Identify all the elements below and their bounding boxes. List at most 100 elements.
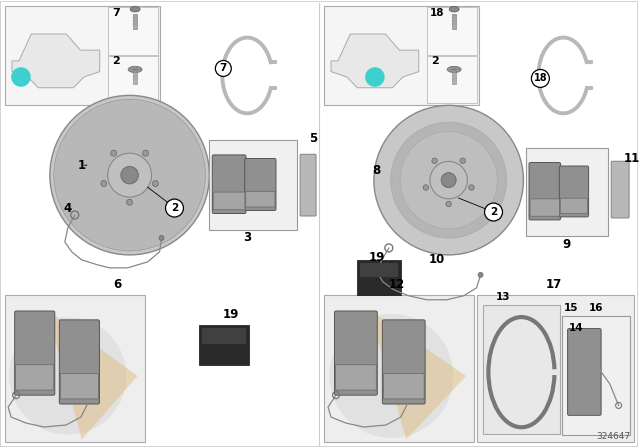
- Ellipse shape: [460, 158, 465, 164]
- Bar: [133, 14, 137, 29]
- Ellipse shape: [449, 7, 459, 12]
- Bar: [477, 295, 634, 442]
- FancyBboxPatch shape: [60, 374, 99, 399]
- Text: 18: 18: [429, 8, 444, 17]
- FancyBboxPatch shape: [60, 320, 99, 404]
- Text: 19: 19: [223, 308, 239, 321]
- Bar: [563, 316, 630, 435]
- FancyBboxPatch shape: [383, 374, 424, 399]
- Ellipse shape: [152, 181, 158, 186]
- FancyBboxPatch shape: [244, 159, 276, 211]
- FancyBboxPatch shape: [529, 163, 561, 220]
- Ellipse shape: [432, 158, 437, 164]
- Bar: [427, 7, 477, 55]
- Text: 6: 6: [113, 278, 122, 291]
- Text: 10: 10: [429, 254, 445, 267]
- Ellipse shape: [446, 201, 451, 207]
- Text: 3: 3: [243, 232, 252, 245]
- Text: 2: 2: [490, 207, 497, 217]
- Ellipse shape: [127, 199, 132, 205]
- Text: 7: 7: [112, 8, 120, 17]
- FancyBboxPatch shape: [559, 166, 589, 217]
- Circle shape: [330, 314, 453, 438]
- Text: 12: 12: [388, 278, 405, 291]
- Bar: [360, 263, 398, 277]
- Text: 17: 17: [545, 278, 561, 291]
- Ellipse shape: [50, 95, 209, 255]
- Text: 19: 19: [369, 251, 385, 264]
- Ellipse shape: [400, 132, 497, 229]
- Bar: [452, 14, 456, 29]
- Text: 1: 1: [77, 159, 86, 172]
- Circle shape: [9, 317, 127, 435]
- FancyBboxPatch shape: [212, 155, 246, 214]
- Bar: [209, 140, 297, 230]
- Bar: [427, 56, 477, 103]
- Bar: [5, 6, 159, 105]
- Bar: [483, 305, 561, 435]
- FancyBboxPatch shape: [568, 328, 601, 415]
- Polygon shape: [12, 34, 100, 88]
- FancyBboxPatch shape: [335, 311, 377, 395]
- FancyBboxPatch shape: [300, 154, 316, 216]
- FancyBboxPatch shape: [15, 311, 55, 395]
- Text: 16: 16: [589, 303, 604, 313]
- FancyBboxPatch shape: [530, 199, 559, 216]
- FancyBboxPatch shape: [213, 192, 245, 210]
- Polygon shape: [331, 34, 419, 88]
- Circle shape: [531, 69, 549, 87]
- Ellipse shape: [468, 185, 474, 190]
- Bar: [527, 148, 608, 236]
- Circle shape: [215, 60, 231, 77]
- Text: 324647: 324647: [596, 432, 630, 441]
- Ellipse shape: [143, 150, 148, 156]
- Text: 7: 7: [220, 64, 227, 73]
- Ellipse shape: [447, 66, 461, 73]
- Text: 2: 2: [431, 56, 438, 66]
- FancyBboxPatch shape: [246, 191, 275, 207]
- Polygon shape: [47, 310, 138, 439]
- FancyBboxPatch shape: [611, 161, 629, 218]
- Bar: [5, 295, 145, 442]
- Bar: [452, 72, 456, 84]
- Circle shape: [484, 203, 502, 221]
- Circle shape: [11, 67, 31, 87]
- Bar: [202, 327, 246, 344]
- Text: 5: 5: [309, 132, 317, 145]
- Circle shape: [159, 236, 164, 241]
- Bar: [133, 72, 137, 84]
- Ellipse shape: [111, 150, 116, 156]
- Text: 2: 2: [171, 203, 178, 213]
- Ellipse shape: [54, 99, 205, 251]
- Bar: [108, 56, 157, 103]
- Ellipse shape: [101, 181, 107, 186]
- FancyBboxPatch shape: [335, 365, 376, 390]
- Ellipse shape: [423, 185, 429, 190]
- Bar: [324, 295, 474, 442]
- Text: 15: 15: [564, 303, 579, 313]
- Polygon shape: [369, 310, 466, 439]
- Text: 4: 4: [63, 202, 72, 215]
- Text: 8: 8: [372, 164, 381, 177]
- Bar: [108, 7, 157, 55]
- FancyBboxPatch shape: [15, 365, 54, 390]
- Text: 9: 9: [562, 238, 570, 251]
- Text: 11: 11: [624, 152, 640, 165]
- Ellipse shape: [130, 7, 140, 12]
- Ellipse shape: [128, 66, 142, 73]
- Text: 2: 2: [112, 56, 120, 66]
- Ellipse shape: [441, 172, 456, 188]
- Circle shape: [365, 67, 385, 87]
- Circle shape: [478, 272, 483, 277]
- Circle shape: [166, 199, 184, 217]
- Ellipse shape: [390, 122, 507, 238]
- Ellipse shape: [374, 105, 524, 255]
- Ellipse shape: [108, 153, 152, 197]
- FancyBboxPatch shape: [560, 198, 588, 214]
- Ellipse shape: [121, 166, 138, 184]
- FancyBboxPatch shape: [382, 320, 425, 404]
- Text: 13: 13: [496, 292, 511, 302]
- Text: 14: 14: [569, 323, 584, 333]
- Text: 18: 18: [534, 73, 547, 83]
- Ellipse shape: [430, 161, 467, 199]
